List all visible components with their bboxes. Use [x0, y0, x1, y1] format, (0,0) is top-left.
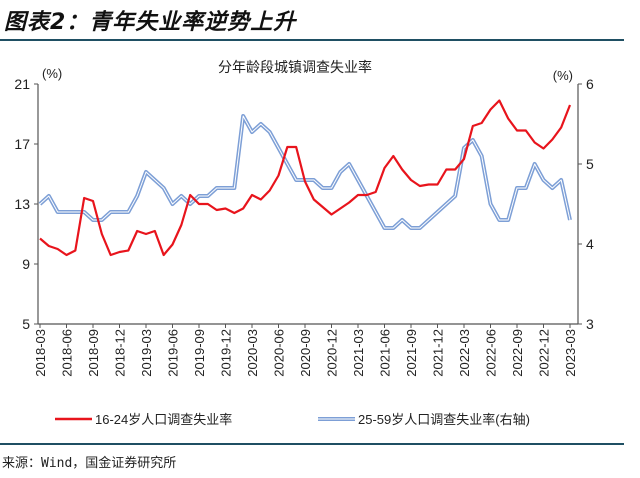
x-tick-label: 2021-03 [351, 329, 366, 377]
x-tick-label: 2019-03 [139, 329, 154, 377]
x-tick-label: 2021-06 [378, 329, 393, 377]
left-tick-label: 13 [14, 196, 30, 212]
x-tick-label: 2023-03 [563, 329, 578, 377]
right-tick-label: 3 [586, 316, 594, 332]
series-25-59-line [38, 114, 572, 230]
legend-label-series1: 16-24岁人口调查失业率 [95, 412, 232, 427]
left-tick-label: 5 [22, 316, 30, 332]
x-tick-label: 2022-12 [537, 329, 552, 377]
x-tick-label: 2021-12 [431, 329, 446, 377]
left-axis-unit: (%) [42, 66, 62, 81]
left-tick-label: 17 [14, 136, 30, 152]
title-rule [0, 39, 624, 41]
x-tick-label: 2021-09 [404, 329, 419, 377]
x-tick-label: 2019-06 [166, 329, 181, 377]
x-tick-label: 2018-03 [33, 329, 48, 377]
x-tick-label: 2020-09 [298, 329, 313, 377]
left-tick-label: 21 [14, 76, 30, 92]
legend-label-series2: 25-59岁人口调查失业率(右轴) [358, 412, 530, 427]
x-tick-label: 2020-03 [245, 329, 260, 377]
x-tick-label: 2022-03 [457, 329, 472, 377]
source-rule [0, 443, 624, 445]
chart-title: 分年龄段城镇调查失业率 [218, 59, 372, 75]
x-tick-label: 2022-09 [510, 329, 525, 377]
right-axis-unit: (%) [553, 68, 573, 83]
series-16-24-line [39, 99, 572, 257]
right-tick-label: 4 [586, 236, 594, 252]
right-tick-label: 6 [586, 76, 594, 92]
x-tick-label: 2022-06 [484, 329, 499, 377]
x-tick-label: 2018-09 [86, 329, 101, 377]
x-tick-label: 2019-12 [219, 329, 234, 377]
right-tick-label: 5 [586, 156, 594, 172]
legend: 16-24岁人口调查失业率 25-59岁人口调查失业率(右轴) [55, 412, 530, 427]
line-chart: 分年龄段城镇调查失业率 (%) (%) 5 9 13 17 21 3 4 5 6 2018-03 2… [14, 59, 594, 427]
figure-title: 图表2：青年失业率逆势上升 [4, 10, 297, 35]
x-tick-label: 2019-09 [192, 329, 207, 377]
source-note: 来源：Wind，国金证券研究所 [2, 456, 177, 471]
x-tick-label: 2018-12 [113, 329, 128, 377]
x-tick-label: 2020-06 [272, 329, 287, 377]
x-tick-label: 2018-06 [60, 329, 75, 377]
x-tick-label: 2020-12 [325, 329, 340, 377]
left-tick-label: 9 [22, 256, 30, 272]
